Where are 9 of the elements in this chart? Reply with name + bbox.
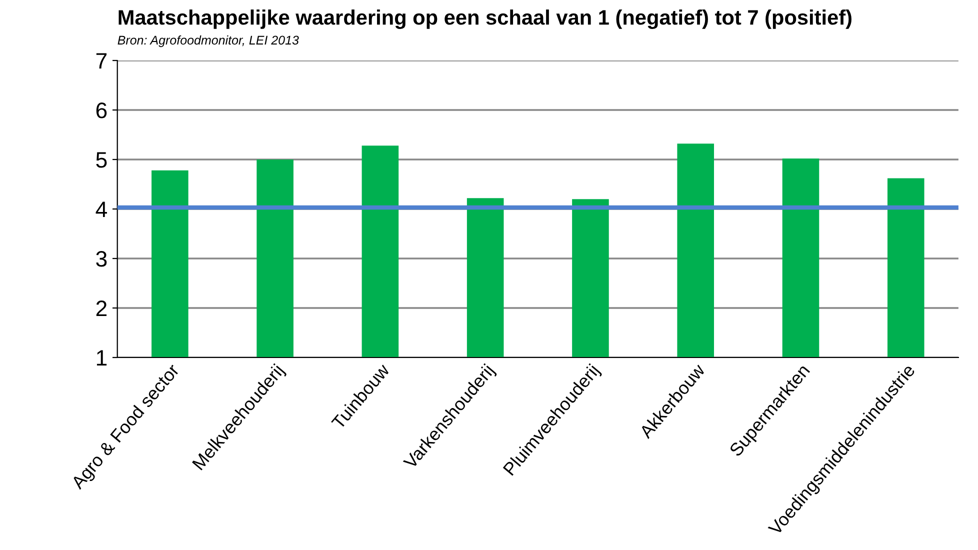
chart-title: Maatschappelijke waardering op een schaal van 1 (negatief) tot 7 (positief) bbox=[118, 9, 852, 30]
y-tick-label: 3 bbox=[96, 251, 107, 267]
chart-subtitle: Bron: Agrofoodmonitor, LEI 2013 bbox=[118, 35, 299, 48]
y-tick-label: 2 bbox=[96, 300, 107, 316]
y-tick-label: 4 bbox=[96, 202, 107, 218]
y-tick-label: 1 bbox=[96, 350, 107, 366]
y-tick-label: 7 bbox=[96, 53, 107, 69]
y-tick-label: 6 bbox=[96, 102, 107, 118]
y-tick-label: 5 bbox=[96, 152, 107, 168]
